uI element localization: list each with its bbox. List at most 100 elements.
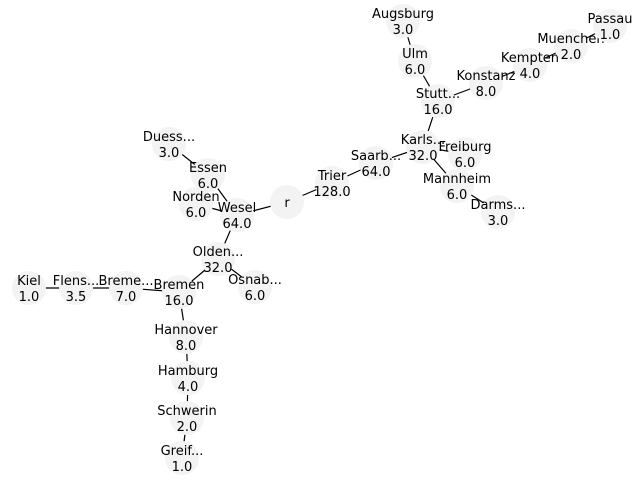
node-value: 6.0	[455, 156, 476, 171]
node-name: Muenchen	[537, 32, 604, 47]
node-circle	[59, 271, 93, 305]
node-name: Saarb...	[351, 149, 401, 164]
node-value: 4.0	[520, 67, 541, 82]
node-name: Darms...	[471, 198, 526, 213]
node-saarb: Saarb...64.0	[351, 146, 401, 180]
node-name: Norden	[172, 190, 219, 205]
node-name: Greif...	[161, 444, 204, 459]
node-value: 6.0	[245, 289, 266, 304]
node-value: 16.0	[424, 103, 453, 118]
node-circle	[162, 275, 196, 309]
node-name: Kempten	[501, 51, 559, 66]
node-name: Schwerin	[157, 404, 216, 419]
node-value: 32.0	[204, 261, 233, 276]
node-name: Freiburg	[438, 140, 491, 155]
node-duess: Duess...3.0	[143, 127, 195, 161]
node-layer: rTrier128.0Saarb...64.0Karls...32.0Stutt…	[12, 4, 632, 475]
node-value: 6.0	[447, 188, 468, 203]
node-circle	[398, 44, 432, 78]
node-circle	[220, 198, 254, 232]
node-name: Augsburg	[372, 7, 434, 22]
node-circle	[238, 270, 272, 304]
node-breme2: Breme...7.0	[98, 271, 154, 305]
node-name: Duess...	[143, 130, 195, 145]
node-value: 8.0	[476, 85, 497, 100]
node-value: 6.0	[405, 63, 426, 78]
node-circle	[554, 29, 588, 63]
node-value: 4.0	[178, 380, 199, 395]
node-value: 8.0	[176, 339, 197, 354]
node-value: 6.0	[186, 206, 207, 221]
node-name: Wesel	[218, 201, 256, 216]
node-circle	[191, 158, 225, 192]
node-name: Trier	[317, 169, 347, 184]
node-value: 2.0	[177, 420, 198, 435]
node-name: Hamburg	[158, 364, 218, 379]
node-value: 3.0	[393, 23, 414, 38]
node-circle	[169, 320, 203, 354]
node-name: Hannover	[154, 323, 218, 338]
node-value: 1.0	[600, 28, 621, 43]
node-name: Konstanz	[457, 69, 516, 84]
node-circle	[440, 169, 474, 203]
node-circle	[593, 9, 627, 43]
node-circle	[386, 4, 420, 38]
node-circle	[406, 130, 440, 164]
node-olden: Olden...32.0	[193, 242, 243, 276]
edge-layer	[29, 20, 611, 459]
node-name: Ulm	[402, 47, 428, 62]
node-name: Flens...	[53, 274, 100, 289]
node-circle	[179, 187, 213, 221]
node-circle	[421, 84, 455, 118]
node-name: Essen	[189, 161, 227, 176]
node-name: Mannheim	[423, 172, 491, 187]
node-value: 16.0	[165, 294, 194, 309]
node-stutt: Stutt...16.0	[416, 84, 460, 118]
node-circle	[469, 66, 503, 100]
node-value: 64.0	[223, 217, 252, 232]
node-value: 1.0	[19, 290, 40, 305]
node-circle	[201, 242, 235, 276]
node-value: 3.0	[159, 146, 180, 161]
node-name: Passau	[588, 12, 633, 27]
node-flens: Flens...3.5	[53, 271, 100, 305]
node-name: Bremen	[154, 278, 205, 293]
node-circle	[270, 185, 304, 219]
node-name: Breme...	[98, 274, 153, 289]
node-circle	[448, 137, 482, 171]
node-circle	[315, 166, 349, 200]
node-osnab: Osnab...6.0	[228, 270, 282, 304]
node-value: 64.0	[362, 165, 391, 180]
node-value: 32.0	[409, 149, 438, 164]
node-name: Stutt...	[416, 87, 460, 102]
node-circle	[12, 271, 46, 305]
node-circle	[171, 361, 205, 395]
node-value: 6.0	[198, 177, 219, 192]
node-circle	[170, 401, 204, 435]
node-name: Osnab...	[228, 273, 282, 288]
node-name: Karls...	[401, 133, 445, 148]
node-name: r	[284, 196, 290, 211]
node-greif: Greif...1.0	[161, 441, 204, 475]
node-value: 7.0	[116, 290, 137, 305]
node-value: 1.0	[172, 460, 193, 475]
node-circle	[165, 441, 199, 475]
node-circle	[481, 195, 515, 229]
node-circle	[152, 127, 186, 161]
